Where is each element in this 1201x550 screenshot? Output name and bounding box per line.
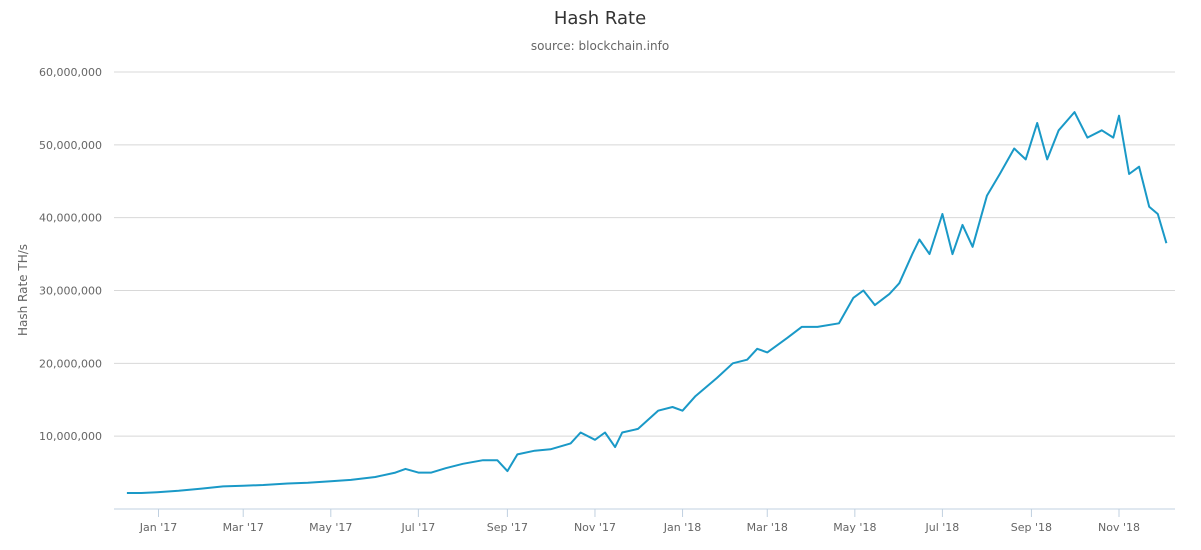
grid-lines — [114, 71, 1175, 437]
x-axis-ticks: Jan '17 Mar '17 May '17 Jul '17 Sep '17 Nov '… — [139, 509, 1140, 534]
y-axis-ticks: 10,000,000 20,000,000 30,000,000 40,000,000… — [39, 66, 102, 443]
x-tick-label: Mar '17 — [223, 521, 264, 534]
chart-title: Hash Rate — [554, 8, 646, 29]
series-line — [126, 111, 1168, 494]
y-tick-label: 30,000,000 — [39, 285, 102, 298]
y-tick-label: 10,000,000 — [39, 430, 102, 443]
chart-subtitle: source: blockchain.info — [531, 39, 669, 53]
y-tick-label: 60,000,000 — [39, 66, 102, 79]
x-tick-label: Nov '18 — [1098, 521, 1140, 534]
x-tick-label: Sep '18 — [1011, 521, 1052, 534]
x-tick-label: Nov '17 — [574, 521, 616, 534]
x-tick-label: May '17 — [309, 521, 352, 534]
x-tick-label: Jul '17 — [400, 521, 435, 534]
x-tick-label: Mar '18 — [747, 521, 788, 534]
y-axis-label: Hash Rate TH/s — [16, 244, 30, 336]
y-tick-label: 40,000,000 — [39, 212, 102, 225]
x-tick-label: May '18 — [833, 521, 876, 534]
y-tick-label: 50,000,000 — [39, 139, 102, 152]
x-tick-label: Jan '18 — [663, 521, 701, 534]
x-tick-label: Jul '18 — [925, 521, 960, 534]
x-tick-label: Sep '17 — [487, 521, 528, 534]
y-tick-label: 20,000,000 — [39, 357, 102, 370]
x-tick-label: Jan '17 — [139, 521, 177, 534]
